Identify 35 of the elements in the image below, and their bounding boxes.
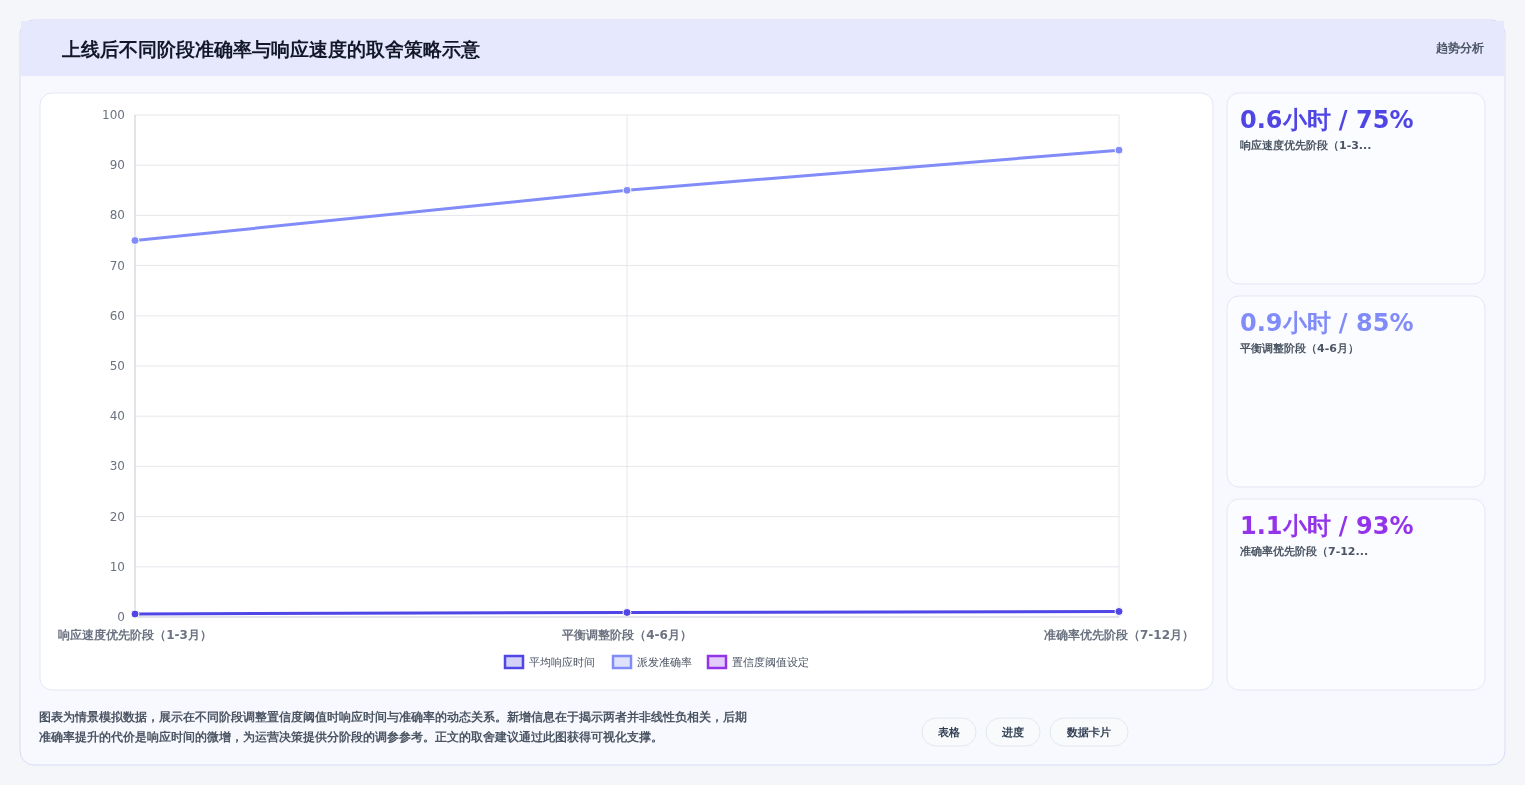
y-tick-label: 40 [109, 409, 125, 424]
legend-label: 平均响应时间 [529, 656, 595, 669]
point [130, 609, 140, 619]
y-tick-label: 0 [117, 610, 125, 624]
text: 0.9小时 / 85% [1240, 309, 1414, 337]
x-tick-label: 平衡调整阶段（4-6月） [561, 628, 692, 642]
y-tick-label: 30 [109, 459, 125, 474]
y-tick-label: 100 [102, 108, 125, 122]
legend-label: 派发准确率 [637, 656, 692, 669]
text: 数据卡片 [1066, 726, 1111, 739]
text: 响应速度优先阶段（1-3... [1240, 139, 1372, 152]
point [1114, 145, 1124, 155]
point [622, 607, 632, 617]
text: 0.6小时 / 75% [1240, 106, 1414, 134]
chart-title: 上线后不同阶段准确率与响应速度的取舍策略示意 [61, 38, 481, 60]
y-tick-label: 70 [109, 258, 125, 273]
text: 平衡调整阶段（4-6月） [1239, 342, 1359, 355]
text: 1.1小时 / 93% [1240, 512, 1414, 540]
legend-label: 置信度阈值设定 [732, 656, 809, 669]
text: 进度 [1001, 726, 1024, 739]
point [130, 236, 140, 245]
point [1114, 606, 1124, 616]
y-tick-label: 90 [109, 158, 125, 173]
text: 表格 [937, 726, 961, 739]
text: 图表为情景模拟数据，展示在不同阶段调整置信度阈值时响应时间与准确率的动态关系。新增信息在于揭示两者并非线性负相关，后期准确率提升的代价是响应时间的微增，为运营决策提供分阶段的调参参考。正文的取舍建议通过此图获得可视化支撑。 [39, 710, 747, 744]
x-tick-label: 准确率优先阶段（7-12月） [1043, 628, 1195, 642]
text: 准确率优先阶段（7-12... [1240, 545, 1369, 558]
y-tick-label: 10 [109, 559, 125, 574]
y-tick-label: 20 [109, 509, 125, 524]
y-tick-label: 50 [109, 359, 125, 373]
text: 趋势分析 [1435, 41, 1484, 55]
x-tick-label: 响应速度优先阶段（1-3月） [58, 628, 212, 642]
point [622, 185, 632, 195]
y-tick-label: 80 [109, 208, 125, 223]
y-tick-label: 60 [109, 308, 125, 323]
